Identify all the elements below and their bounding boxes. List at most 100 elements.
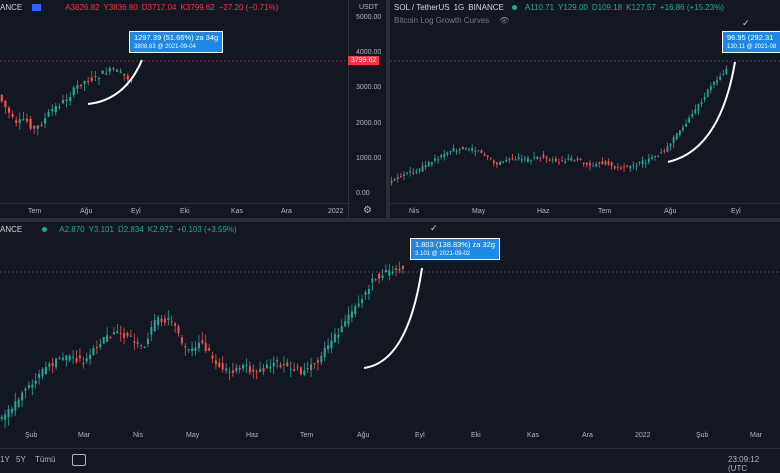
pane3-change: +0.103 (+3.59%) [177,225,237,234]
candle-body [34,380,37,384]
candle-body [276,360,279,362]
time-tick: 2022 [635,432,651,439]
candle-body [99,343,102,348]
candle-body [92,348,95,355]
chart-pane-bottom[interactable]: ANCE A2.870 Y3.101 D2.834 K2.972 +0.103 … [0,222,780,448]
candle-body [477,150,480,152]
candle-body [344,321,347,327]
range-button-1y[interactable]: 1Y [0,455,10,464]
candle-body [61,100,65,104]
candle-body [604,161,607,165]
candle-body [4,100,7,108]
time-tick: Şub [696,432,709,439]
candle-body [523,157,526,159]
time-tick: Haz [246,432,259,439]
candle-body [371,278,374,283]
candle-body [421,165,424,172]
candle-body [7,107,11,113]
pane3-symbol[interactable]: ANCE [0,225,23,234]
candle-body [468,149,470,151]
range-button-5y[interactable]: 5Y [16,455,26,464]
candle-body [434,158,436,161]
candle-body [629,166,632,169]
flag-icon[interactable] [32,4,42,11]
candle-body [496,162,498,165]
candle-body [430,162,433,165]
pane-divider-horizontal[interactable] [0,218,780,222]
pane1-time-axis[interactable]: Tem Ağu Eyl Eki Kas Ara 2022 [0,203,348,218]
time-tick: Mar [78,432,91,439]
candle-body [55,358,58,368]
measure-arrow [667,61,736,163]
candle-body [29,118,32,129]
candle-body [401,265,404,270]
candle-body [143,346,146,348]
pane3-measure-sub: 3.101 @ 2021-09-02 [415,251,471,257]
candle-body [623,166,625,168]
candle-body [561,160,563,162]
bottom-candles [0,261,780,428]
price-tick: 4000.00 [356,49,382,56]
measure-arrow [87,59,143,105]
candle-body [163,318,166,323]
candle-body [703,96,706,100]
candle-body [89,354,92,360]
candle-body [449,151,452,153]
candle-body [489,158,492,160]
eye-hidden-icon[interactable]: 👁 [499,16,510,25]
status-dot-icon [42,227,48,232]
pane3-time-axis[interactable]: Şub Mar Nis May Haz Tem Ağu Eyl Eki Kas … [0,428,780,448]
candle-body [616,166,619,168]
pane2-indicator[interactable]: Bitcoin Log Growth Curves 👁 [394,16,509,25]
time-tick: Ara [281,208,292,215]
pane3-header: ANCE A2.870 Y3.101 D2.834 K2.972 +0.103 … [0,225,237,234]
range-button-all[interactable]: Tümü [35,455,56,464]
candle-body [38,373,41,378]
pane-divider-vertical[interactable] [386,0,390,218]
candle-body [700,101,703,105]
sol-candles [390,60,780,186]
candle-body [204,342,207,352]
candle-body [72,356,75,358]
candle-body [225,368,228,371]
chart-pane-eth[interactable]: ANCE A3826.82 Y3836.80 D3717.04 K3799.62… [0,0,386,218]
pane2-symbol[interactable]: SOL / TetherUS [394,3,450,12]
candle-body [36,125,39,129]
candle-body [458,149,461,151]
candle-body [483,153,486,156]
candle-body [427,161,430,167]
candle-body [663,150,666,152]
pane2-high: Y129.00 [558,3,588,12]
candle-body [17,399,20,407]
chart-pane-sol[interactable]: SOL / TetherUS 1G BINANCE A110.71 Y129.0… [390,0,780,218]
candle-body [573,160,576,162]
candle-body [228,371,231,373]
price-tick: 0.00 [356,190,370,197]
date-range-icon[interactable] [72,454,86,466]
candle-body [187,349,190,351]
candle-body [94,76,97,78]
candle-body [424,165,427,168]
time-tick: May [186,432,200,439]
candle-body [452,148,455,152]
pane1-symbol[interactable]: ANCE [0,3,23,12]
candle-body [157,317,160,326]
candle-body [465,147,467,149]
pane2-time-axis[interactable]: Nis May Haz Tem Ağu Eyl [390,203,780,218]
pane2-exchange[interactable]: BINANCE [468,3,504,12]
candle-body [492,160,495,164]
candle-body [682,127,684,131]
candle-body [390,180,393,183]
candle-body [7,409,10,418]
time-tick: Eyl [131,208,141,215]
pane1-measure-text: 1297.39 (51.66%) za 34g [134,33,219,42]
eth-candles [0,59,348,136]
candle-body [327,345,330,350]
pane2-interval[interactable]: 1G [453,3,465,12]
time-tick: Haz [537,208,550,215]
candle-body [54,106,57,113]
settings-gear-icon[interactable]: ⚙ [363,205,372,216]
candle-body [78,355,81,359]
pane1-price-axis[interactable]: USDT 5000.00 4000.00 3000.00 2000.00 100… [348,0,386,218]
pane2-open: A110.71 [524,3,555,12]
